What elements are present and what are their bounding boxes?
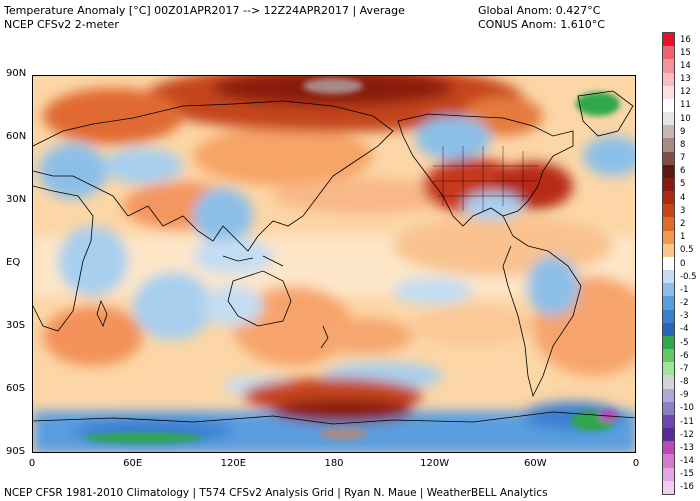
colorbar-label: -5 bbox=[680, 337, 689, 348]
map-title: Temperature Anomaly [°C] 00Z01APR2017 --… bbox=[4, 4, 405, 17]
colorbar-cell bbox=[663, 270, 674, 284]
colorbar-label: 6 bbox=[680, 166, 686, 177]
colorbar-cell bbox=[663, 335, 674, 350]
colorbar-cell bbox=[663, 230, 674, 245]
colorbar-cell bbox=[663, 217, 674, 232]
colorbar-cell bbox=[663, 191, 674, 205]
lon-label: 0 bbox=[632, 458, 640, 469]
colorbar-label: -3 bbox=[680, 311, 689, 322]
colorbar-label: 5 bbox=[680, 179, 686, 190]
colorbar-label: -2 bbox=[680, 298, 689, 308]
colorbar-cell bbox=[663, 414, 674, 429]
lon-label: 120W bbox=[420, 458, 450, 469]
colorbar-cell bbox=[663, 72, 674, 87]
colorbar-cell bbox=[663, 59, 674, 73]
global-anomaly-value: Global Anom: 0.427°C bbox=[478, 4, 601, 17]
colorbar-cell bbox=[663, 138, 674, 153]
colorbar-cell bbox=[663, 428, 674, 442]
colorbar-label: 13 bbox=[680, 74, 691, 85]
colorbar-cell bbox=[663, 322, 674, 337]
colorbar-cell bbox=[663, 125, 674, 139]
colorbar-cell bbox=[663, 33, 674, 47]
colorbar bbox=[662, 32, 675, 495]
colorbar-label: -6 bbox=[680, 350, 689, 361]
colorbar-label: 2 bbox=[680, 218, 686, 229]
colorbar-label: 9 bbox=[680, 126, 686, 137]
colorbar-cell bbox=[663, 454, 674, 469]
colorbar-label: 11 bbox=[680, 100, 691, 111]
colorbar-cell bbox=[663, 388, 674, 403]
colorbar-label: -4 bbox=[680, 324, 689, 335]
colorbar-label: 15 bbox=[680, 47, 691, 58]
colorbar-label: 0 bbox=[680, 258, 686, 269]
colorbar-label: -10 bbox=[680, 403, 694, 414]
footer-credits: NCEP CFSR 1981-2010 Climatology | T574 C… bbox=[4, 487, 548, 499]
colorbar-cell bbox=[663, 480, 674, 495]
lat-label: 90N bbox=[6, 68, 27, 79]
colorbar-label: -7 bbox=[680, 363, 689, 374]
colorbar-cell bbox=[663, 177, 674, 192]
colorbar-cell bbox=[663, 296, 674, 311]
colorbar-label: 1 bbox=[680, 232, 686, 243]
colorbar-label: 7 bbox=[680, 153, 686, 164]
colorbar-label: -12 bbox=[680, 429, 694, 440]
colorbar-label: -14 bbox=[680, 456, 694, 467]
colorbar-cell bbox=[663, 112, 674, 126]
colorbar-cell bbox=[663, 441, 674, 455]
lat-label: EQ bbox=[6, 257, 21, 268]
colorbar-cell bbox=[663, 164, 674, 179]
conus-anomaly-value: CONUS Anom: 1.610°C bbox=[478, 18, 605, 31]
colorbar-label: 3 bbox=[680, 205, 686, 216]
lon-label: 60E bbox=[123, 458, 143, 469]
colorbar-cell bbox=[663, 46, 674, 60]
lat-label: 60N bbox=[6, 131, 27, 142]
colorbar-label: 0.5 bbox=[680, 245, 694, 256]
colorbar-cell bbox=[663, 256, 674, 271]
lat-label: 90S bbox=[6, 446, 26, 457]
lon-label: 0 bbox=[28, 458, 36, 469]
colorbar-cell bbox=[663, 349, 674, 363]
lat-label: 60S bbox=[6, 383, 26, 394]
colorbar-label: 16 bbox=[680, 34, 691, 45]
anomaly-map-canvas bbox=[33, 76, 635, 452]
colorbar-cell bbox=[663, 151, 674, 166]
lon-label: 120E bbox=[220, 458, 247, 469]
colorbar-label: -0.5 bbox=[680, 271, 697, 282]
colorbar-label: -8 bbox=[680, 377, 689, 388]
colorbar-cell bbox=[663, 283, 674, 297]
lat-label: 30S bbox=[6, 320, 26, 331]
lat-label: 30N bbox=[6, 194, 27, 205]
colorbar-cell bbox=[663, 204, 674, 218]
colorbar-cell bbox=[663, 362, 674, 376]
anomaly-map bbox=[32, 75, 636, 453]
lon-label: 180 bbox=[324, 458, 344, 469]
colorbar-cell bbox=[663, 467, 674, 482]
colorbar-label: -9 bbox=[680, 390, 689, 401]
colorbar-cell bbox=[663, 98, 674, 113]
colorbar-label: 4 bbox=[680, 192, 686, 203]
colorbar-label: 14 bbox=[680, 60, 691, 71]
colorbar-label: 8 bbox=[680, 139, 686, 150]
colorbar-label: -13 bbox=[680, 442, 694, 453]
colorbar-label: -11 bbox=[680, 416, 694, 427]
colorbar-cell bbox=[663, 309, 674, 324]
colorbar-cell bbox=[663, 375, 674, 390]
colorbar-label: 10 bbox=[680, 113, 691, 124]
colorbar-cell bbox=[663, 401, 674, 416]
lon-label: 60W bbox=[524, 458, 547, 469]
colorbar-label: 12 bbox=[680, 87, 691, 98]
colorbar-label: -15 bbox=[680, 469, 694, 480]
colorbar-label: -1 bbox=[680, 284, 689, 295]
map-subtitle: NCEP CFSv2 2-meter bbox=[4, 18, 119, 31]
colorbar-cell bbox=[663, 85, 674, 100]
colorbar-cell bbox=[663, 243, 674, 258]
colorbar-label: -16 bbox=[680, 482, 694, 493]
